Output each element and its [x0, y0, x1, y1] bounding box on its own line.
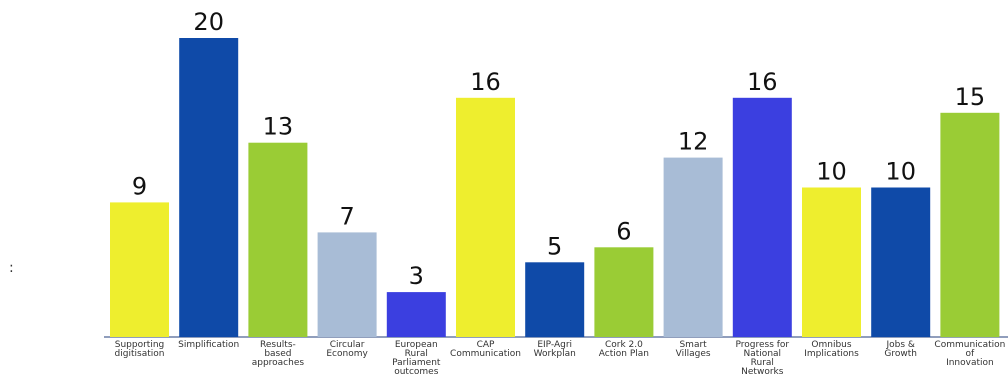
category-label-progress-for-national-rural-networks: Progress for National Rural Networks [735, 340, 789, 377]
category-label-european-rural-parliament-outcomes: European Rural Parliament outcomes [392, 340, 441, 377]
bars-group [110, 38, 1000, 338]
value-label-communication-of-innovation: 15 [955, 83, 986, 111]
bar-simplification [179, 38, 239, 337]
bar-results-based-approaches [248, 142, 308, 337]
value-label-simplification: 20 [193, 8, 224, 36]
value-label-cork-2-0-action-plan: 6 [616, 217, 631, 245]
category-label-cork-2-0-action-plan: Cork 2.0 Action Plan [599, 340, 649, 359]
value-labels-group: 9 20 13 7 3 16 5 6 12 16 10 10 15 [132, 8, 985, 290]
category-label-communication-of-innovation: Communication of Innovation [934, 340, 1005, 368]
bar-jobs-growth [871, 187, 931, 337]
bar-omnibus-implications [802, 187, 861, 337]
value-label-supporting-digitisation: 9 [132, 172, 147, 200]
bar-progress-for-national-rural-networks [732, 97, 792, 337]
bar-circular-economy [317, 232, 377, 337]
category-label-eip-agri-workplan: EIP-Agri Workplan [534, 340, 576, 359]
value-label-results-based-approaches: 13 [263, 113, 294, 141]
bar-supporting-digitisation [110, 202, 169, 337]
category-label-simplification: Simplification [178, 340, 239, 350]
value-label-eip-agri-workplan: 5 [547, 232, 562, 260]
category-label-supporting-digitisation: Supporting digitisation [115, 340, 165, 359]
value-label-omnibus-implications: 10 [816, 158, 847, 186]
value-label-european-rural-parliament-outcomes: 3 [409, 262, 424, 290]
value-label-cap-communication: 16 [470, 68, 501, 96]
value-label-jobs-growth: 10 [885, 158, 916, 186]
category-label-smart-villages: Smart Villages [676, 340, 711, 359]
value-label-circular-economy: 7 [339, 202, 354, 230]
bar-smart-villages [663, 157, 723, 337]
value-label-smart-villages: 12 [678, 128, 709, 156]
bar-eip-agri-workplan [525, 262, 585, 338]
bar-european-rural-parliament-outcomes [386, 292, 446, 337]
bar-cap-communication [456, 97, 515, 337]
category-label-omnibus-implications: Omnibus Implications [804, 340, 859, 359]
value-label-progress-for-national-rural-networks: 16 [747, 68, 778, 96]
category-label-results-based-approaches: Results-based approaches [252, 340, 305, 368]
bar-cork-2-0-action-plan [594, 247, 654, 337]
stray-glyph: : [9, 260, 14, 276]
category-label-jobs-growth: Jobs & Growth [884, 340, 917, 359]
bar-communication-of-innovation [940, 112, 1000, 338]
category-labels-group: Supporting digitisation Simplification Resu… [115, 340, 1006, 377]
category-label-cap-communication: CAP Communication [450, 340, 521, 359]
category-label-circular-economy: Circular Economy [326, 340, 368, 359]
